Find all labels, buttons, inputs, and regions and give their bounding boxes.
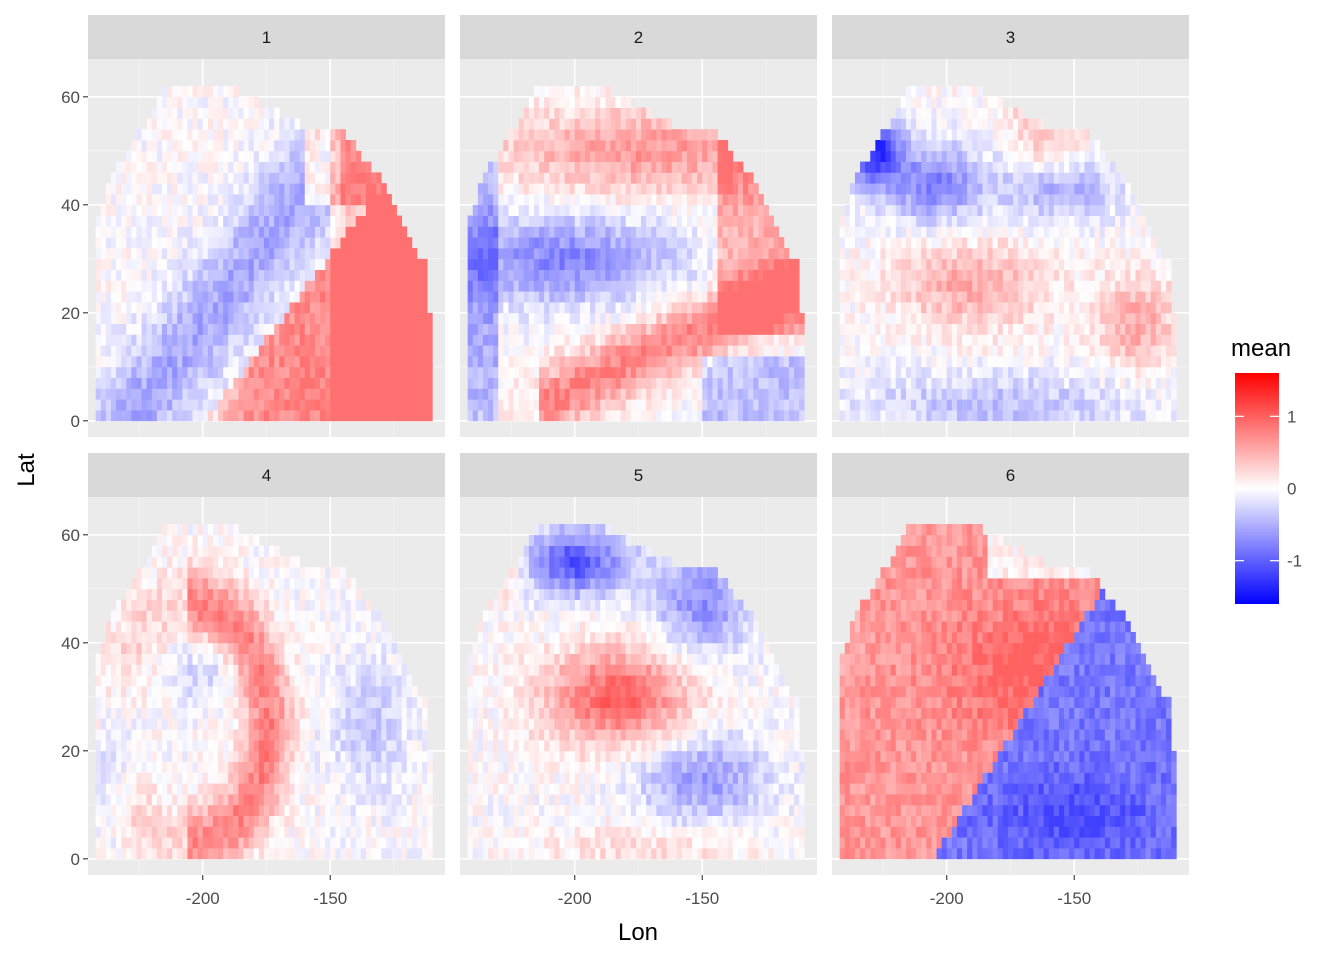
legend-tick-label: 1 [1287, 407, 1296, 426]
facet-strip [460, 453, 817, 497]
heatmap-tiles [839, 86, 1177, 422]
facet-strip [460, 15, 817, 59]
color-legend: mean 1 0 -1 [1231, 335, 1302, 604]
legend-tick-label: 0 [1287, 480, 1296, 499]
facet-strip-label: 4 [262, 466, 271, 485]
x-axis-col-3: -200 -150 [930, 875, 1091, 908]
heatmap-tiles [467, 86, 805, 422]
axes: 0 20 40 60 0 20 40 60 -200 -150 -200 -150 -200 -150 [61, 88, 1091, 908]
facet-strip-label: 6 [1006, 466, 1015, 485]
heatmap-tiles [95, 524, 433, 860]
y-axis-row-2: 0 20 40 60 [61, 526, 88, 869]
x-tick-label: -200 [186, 889, 220, 908]
facet-panels: 1 2 3 4 5 6 [88, 15, 1189, 875]
y-tick-label: 40 [61, 196, 80, 215]
facet-panel-1: 1 [88, 15, 445, 437]
x-tick-label: -150 [1057, 889, 1091, 908]
x-axis-col-1: -200 -150 [186, 875, 347, 908]
y-tick-label: 20 [61, 742, 80, 761]
facet-strip [832, 15, 1189, 59]
y-tick-label: 0 [71, 850, 80, 869]
x-tick-label: -200 [558, 889, 592, 908]
x-tick-label: -150 [313, 889, 347, 908]
legend-title: mean [1231, 335, 1291, 362]
facet-strip [832, 453, 1189, 497]
facet-panel-3: 3 [832, 15, 1189, 437]
facet-panel-2: 2 [460, 15, 817, 437]
facet-strip-label: 2 [634, 28, 643, 47]
heatmap-tiles [839, 524, 1177, 860]
y-tick-label: 60 [61, 88, 80, 107]
facet-strip-label: 1 [262, 28, 271, 47]
y-tick-label: 20 [61, 304, 80, 323]
x-tick-label: -200 [930, 889, 964, 908]
facet-panel-6: 6 [832, 453, 1189, 875]
legend-tick-label: -1 [1287, 552, 1302, 571]
y-axis-row-1: 0 20 40 60 [61, 88, 88, 431]
facet-strip-label: 5 [634, 466, 643, 485]
x-tick-label: -150 [685, 889, 719, 908]
y-tick-label: 60 [61, 526, 80, 545]
facet-panel-5: 5 [460, 453, 817, 875]
y-tick-label: 40 [61, 634, 80, 653]
y-tick-label: 0 [71, 412, 80, 431]
heatmap-tiles [467, 524, 805, 860]
facet-strip-label: 3 [1006, 28, 1015, 47]
facet-strip [88, 453, 445, 497]
facet-panel-4: 4 [88, 453, 445, 875]
facet-strip [88, 15, 445, 59]
y-axis-title: Lat [13, 453, 40, 487]
x-axis-title: Lon [618, 919, 658, 946]
heatmap-tiles [95, 86, 433, 422]
x-axis-col-2: -200 -150 [558, 875, 719, 908]
